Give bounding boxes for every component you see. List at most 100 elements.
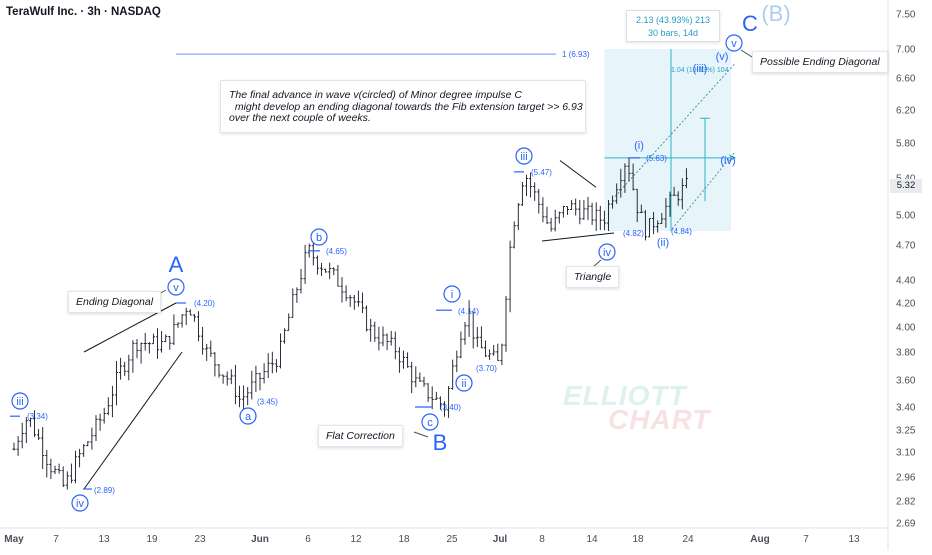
ohlc-bar: [32, 410, 37, 437]
wave-circle: [239, 407, 257, 425]
ohlc-bar: [278, 333, 283, 369]
x-tick-label: Aug: [750, 534, 769, 545]
wave-text: a: [245, 411, 252, 423]
ohlc-bar: [360, 292, 365, 314]
wave-label-circled: i: [443, 285, 461, 303]
ohlc-bar: [188, 309, 192, 316]
y-tick-label: 7.00: [896, 45, 916, 56]
wave-label-circled: v: [167, 278, 185, 296]
ohlc-bar: [369, 318, 373, 342]
ohlc-bar: [668, 191, 672, 217]
diagonal-upper: [614, 63, 736, 197]
arrow-icon: [728, 154, 737, 162]
ohlc-bar: [676, 191, 680, 206]
y-tick-label: 3.40: [896, 403, 916, 414]
ending-diagonal-callout: Ending Diagonal: [68, 291, 162, 313]
ohlc-bar: [549, 217, 553, 232]
ohlc-bar: [500, 343, 504, 366]
level-label: (4.20): [194, 299, 215, 308]
ohlc-bar: [578, 199, 582, 225]
ohlc-bar: [565, 206, 570, 215]
flat-correction-callout: Flat Correction: [318, 425, 403, 447]
y-tick-label: 3.10: [896, 448, 916, 459]
wave-text: iii: [16, 396, 23, 408]
ohlc-bar: [479, 326, 483, 349]
wave-label: (v): [716, 51, 729, 63]
ohlc-bar: [438, 396, 442, 410]
wave-label-circled: iv: [71, 494, 89, 512]
ohlc-bar: [217, 364, 221, 378]
x-tick-label: 25: [446, 534, 458, 545]
x-tick-label: May: [4, 534, 24, 545]
y-tick-label: 3.60: [896, 376, 916, 387]
ohlc-bar: [139, 342, 143, 364]
y-tick-label: 6.20: [896, 106, 916, 117]
ohlc-bar: [582, 199, 586, 220]
projection-zone: [604, 49, 731, 231]
wave-text: iv: [76, 498, 84, 510]
ohlc-bar: [524, 174, 529, 197]
wave-label-circled: b: [310, 228, 328, 246]
ohlc-bar: [488, 349, 492, 360]
watermark-elliott: ELLIOTT: [563, 380, 687, 411]
ohlc-bar: [168, 335, 172, 350]
measure-box: 2.13 (43.93%) 213 30 bars, 14d: [626, 10, 720, 42]
level-label: (4.14): [458, 307, 479, 316]
wave-circle: [598, 243, 616, 261]
wave-label: B: [433, 430, 448, 455]
ohlc-bar: [602, 210, 606, 231]
ohlc-bar: [78, 448, 82, 468]
wave-label: (B): [761, 1, 790, 26]
ohlc-bar: [270, 351, 274, 374]
ohlc-bar: [598, 205, 602, 230]
ohlc-bar: [184, 307, 188, 325]
level-label: 1 (6.93): [562, 50, 590, 59]
ohlc-bar: [328, 262, 332, 280]
level-label: (3.45): [257, 397, 278, 406]
ohlc-bar: [627, 157, 631, 182]
ohlc-bar: [90, 427, 94, 450]
wave-label-circled: iii: [515, 147, 533, 165]
ohlc-bar: [172, 314, 176, 346]
ohlc-bar: [401, 350, 406, 369]
ohlc-bar: [504, 295, 508, 352]
wave-text: v: [731, 38, 737, 50]
ohlc-bar: [623, 163, 627, 193]
ohlc-bar: [537, 188, 541, 214]
ohlc-bar: [590, 202, 594, 225]
ohlc-bar: [381, 326, 385, 347]
ohlc-bar: [160, 331, 164, 353]
ohlc-bar: [201, 326, 205, 355]
wave-label: C: [742, 11, 758, 36]
ohlc-bar: [119, 357, 123, 380]
ohlc-bar: [635, 188, 639, 222]
ohlc-bar: [594, 202, 598, 231]
ohlc-bar: [315, 255, 319, 275]
last-price-tag: 5.32: [890, 179, 922, 193]
ohlc-bar: [348, 294, 352, 307]
ohlc-bar: [545, 206, 549, 225]
ohlc-bar: [442, 401, 447, 417]
ohlc-bar: [385, 333, 389, 351]
ohlc-bar: [344, 285, 348, 302]
ohlc-bar: [237, 385, 242, 408]
x-tick-label: 13: [848, 534, 860, 545]
x-tick-label: 18: [398, 534, 410, 545]
ohlc-bar: [356, 290, 360, 307]
level-label: (3.70): [476, 364, 497, 373]
y-tick-label: 4.40: [896, 276, 916, 287]
ohlc-bar: [102, 407, 106, 424]
ohlc-bar: [262, 363, 266, 384]
ohlc-bar: [82, 444, 86, 457]
ohlc-bar: [242, 385, 246, 410]
ohlc-bar: [447, 386, 451, 418]
watermark-chart: CHART: [608, 404, 711, 435]
ohlc-bar: [492, 344, 496, 356]
y-tick-label: 7.50: [896, 10, 916, 21]
ohlc-bar: [246, 386, 250, 406]
y-tick-label: 4.00: [896, 323, 916, 334]
level-label: (5.47): [531, 168, 552, 177]
ohlc-bar: [258, 372, 262, 391]
ohlc-bar: [213, 352, 217, 377]
